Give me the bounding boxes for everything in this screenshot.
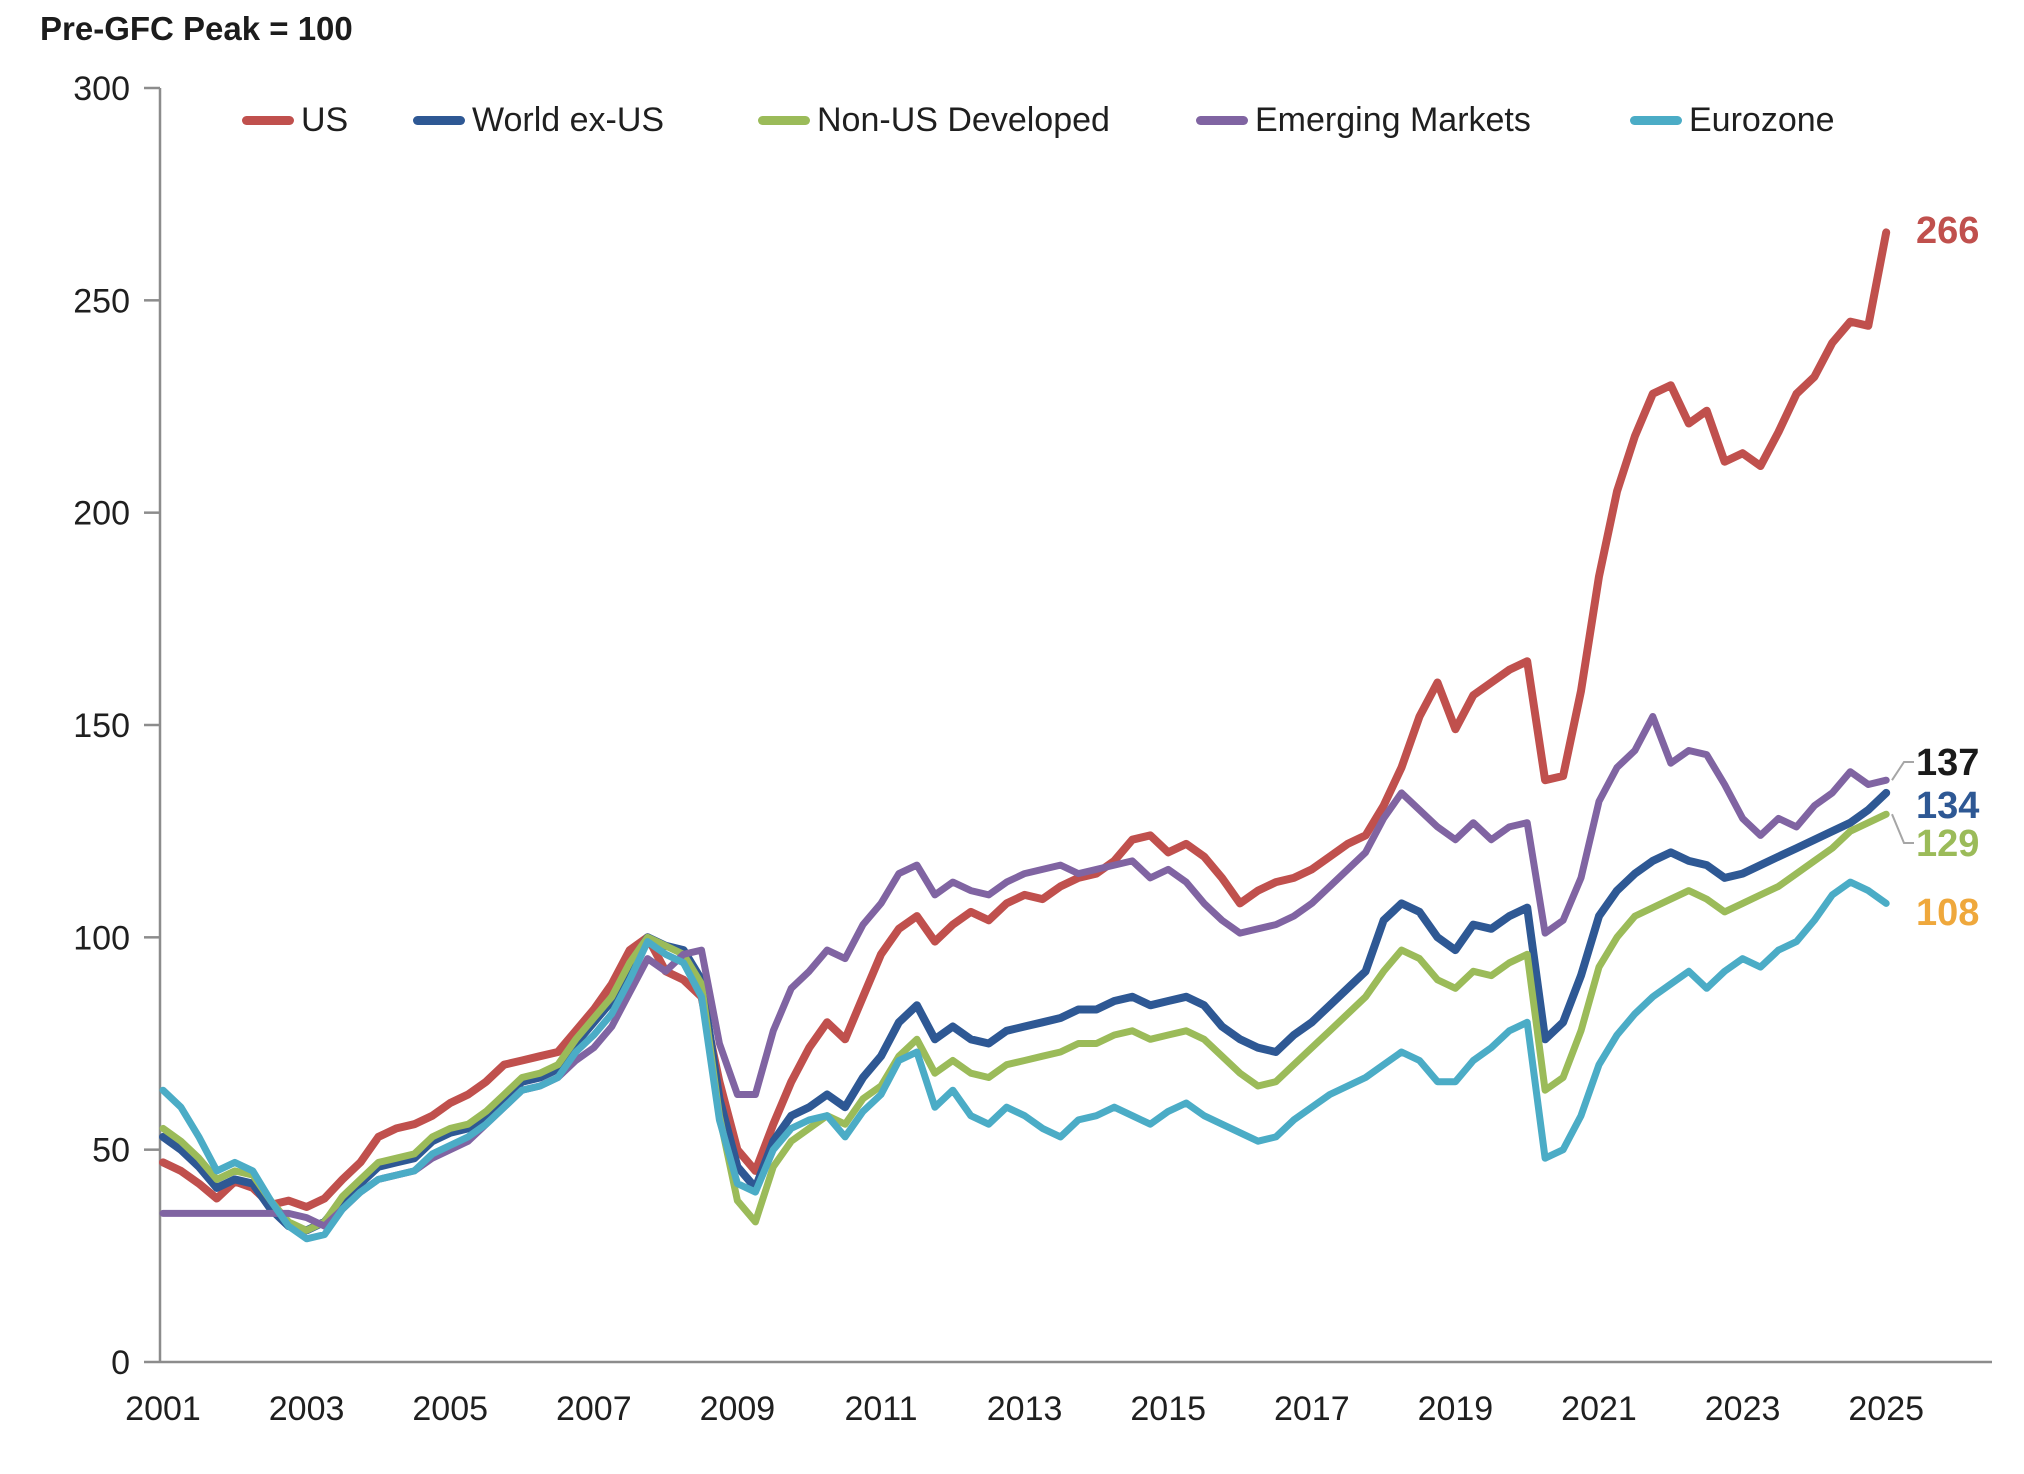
x-axis-tick-label: 2015 bbox=[1130, 1390, 1206, 1428]
y-axis-tick-label: 200 bbox=[73, 495, 130, 533]
legend-label-eurozone: Eurozone bbox=[1689, 100, 1835, 139]
y-axis-tick-label: 0 bbox=[111, 1344, 130, 1382]
x-axis-tick-label: 2019 bbox=[1418, 1390, 1494, 1428]
x-axis-tick-label: 2003 bbox=[269, 1390, 345, 1428]
legend-item-emerging-markets: Emerging Markets bbox=[1196, 98, 1531, 142]
legend-label-emerging-markets: Emerging Markets bbox=[1255, 100, 1531, 139]
series-line-world-ex-us bbox=[159, 788, 1891, 1235]
legend-item-world-ex-us: World ex-US bbox=[413, 98, 664, 142]
series-line-eurozone bbox=[159, 878, 1890, 1243]
y-axis-tick-label: 150 bbox=[73, 707, 130, 745]
y-axis-tick-label: 250 bbox=[73, 282, 130, 320]
legend-label-world-ex-us: World ex-US bbox=[472, 100, 665, 139]
eurozone-line-swatch-icon bbox=[1630, 115, 1682, 125]
y-axis-tick-label: 50 bbox=[92, 1132, 130, 1170]
chart-title: Pre-GFC Peak = 100 bbox=[40, 10, 353, 47]
end-label-us: 266 bbox=[1916, 210, 1979, 252]
us-line-swatch-icon bbox=[242, 115, 294, 125]
x-axis-tick-label: 2021 bbox=[1561, 1390, 1637, 1428]
series-lines bbox=[159, 228, 1891, 1243]
non-us-developed-line-swatch-icon bbox=[758, 115, 810, 125]
legend: US World ex-US Non-US Developed Emerging… bbox=[0, 98, 2024, 142]
x-axis-tick-label: 2023 bbox=[1705, 1390, 1781, 1428]
x-axis-tick-label: 2007 bbox=[556, 1390, 632, 1428]
world-ex-us-line-swatch-icon bbox=[413, 115, 465, 125]
legend-item-non-us-developed: Non-US Developed bbox=[758, 98, 1110, 142]
leader-line-emerging-markets bbox=[1891, 761, 1914, 781]
series-line-us bbox=[159, 228, 1891, 1211]
axes: 0 50 100 150 200 250 300 2001 2003 2005 2007 2009 20… bbox=[73, 70, 1992, 1428]
x-axis-tick-label: 2011 bbox=[844, 1390, 917, 1428]
legend-label-non-us-developed: Non-US Developed bbox=[817, 100, 1110, 139]
x-axis-tick-label: 2025 bbox=[1848, 1390, 1924, 1428]
series-end-value-labels: 266 137 134 129 108 bbox=[1916, 210, 1979, 934]
y-axis-tick-label: 300 bbox=[73, 70, 130, 108]
leader-line-non-us-developed bbox=[1891, 813, 1914, 844]
end-label-emerging-markets: 137 bbox=[1916, 742, 1979, 784]
y-axis-tick-label: 100 bbox=[73, 919, 130, 957]
x-axis-tick-label: 2013 bbox=[987, 1390, 1063, 1428]
emerging-markets-line-swatch-icon bbox=[1196, 115, 1248, 125]
end-label-world-ex-us: 134 bbox=[1916, 785, 1979, 827]
x-axis-tick-label: 2001 bbox=[125, 1390, 201, 1428]
end-label-non-us-developed: 129 bbox=[1916, 823, 1979, 865]
end-label-eurozone: 108 bbox=[1916, 892, 1979, 934]
legend-item-eurozone: Eurozone bbox=[1630, 98, 1835, 142]
legend-item-us: US bbox=[242, 98, 348, 142]
x-axis-tick-label: 2017 bbox=[1274, 1390, 1350, 1428]
series-line-non-us-developed bbox=[159, 810, 1890, 1234]
end-label-leader-lines bbox=[1891, 761, 1914, 844]
x-axis-tick-label: 2005 bbox=[412, 1390, 488, 1428]
x-axis-tick-label: 2009 bbox=[700, 1390, 776, 1428]
series-line-emerging-markets bbox=[159, 713, 1890, 1230]
legend-label-us: US bbox=[301, 100, 349, 139]
